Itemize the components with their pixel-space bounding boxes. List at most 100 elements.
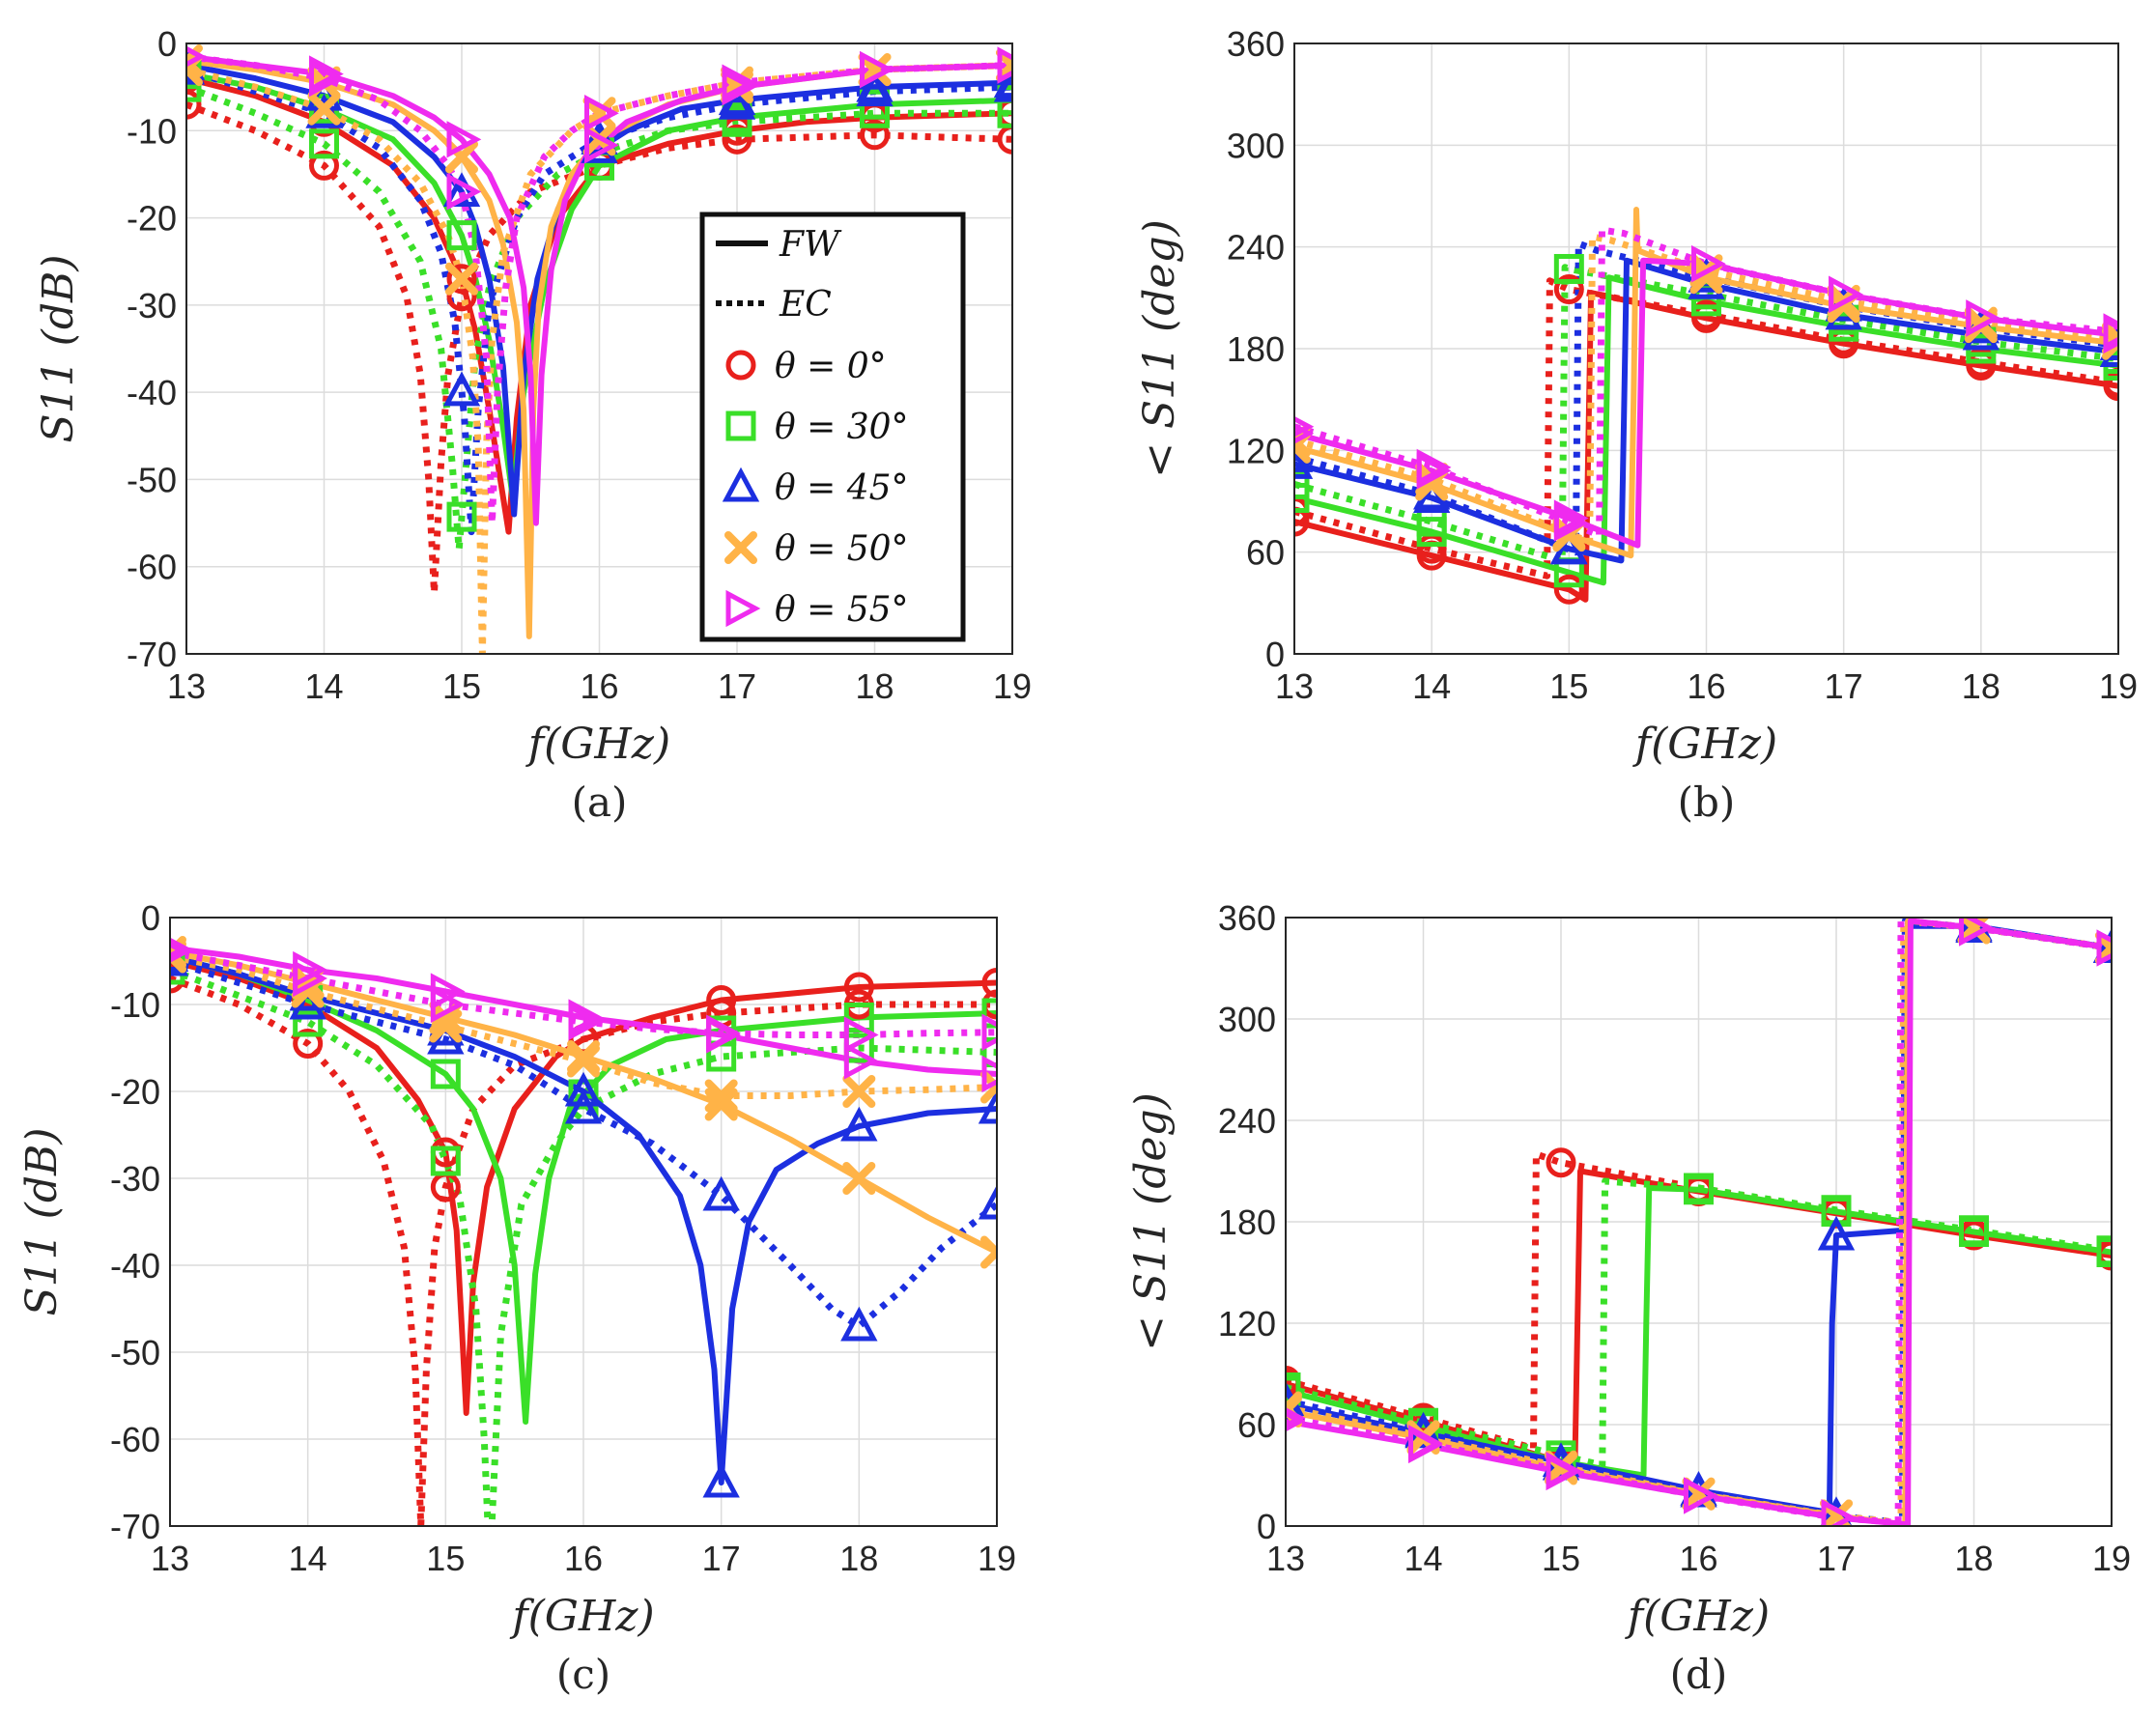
panel-caption: (c) — [556, 1651, 610, 1698]
data-point-50-dotted — [842, 1075, 876, 1108]
data-point-45-solid — [978, 1089, 997, 1124]
data-point-55-dotted — [860, 50, 894, 89]
data-point-45-dotted — [993, 67, 1012, 102]
panel-d: 13 14 15 16 17 18 19 360 300 240 180 120 60 0 f(GHz) < … — [1126, 898, 2131, 1698]
data-point-55-dotted — [430, 985, 466, 1024]
y-tick-label: 120 — [1218, 1304, 1276, 1343]
data-point-55-dotted — [706, 1014, 741, 1052]
series-line-0-dotted — [170, 975, 997, 1526]
data-point-50-solid — [842, 1162, 876, 1195]
legend-label: FW — [779, 225, 842, 265]
data-point-30-solid — [843, 1003, 874, 1032]
legend: FW EC θ = 0° θ = 30° θ = 45° θ = 50° θ = 55° — [699, 212, 966, 642]
data-point-55-dotted — [1829, 275, 1863, 313]
data-point-50-solid — [445, 140, 478, 174]
x-tick-label: 14 — [304, 666, 343, 706]
x-tick-label: 18 — [1962, 666, 2000, 706]
series-line-55-dotted — [186, 53, 1012, 527]
data-point-0-solid — [981, 968, 997, 998]
data-point-30-dotted — [1553, 253, 1584, 284]
data-point-55-dotted — [1553, 504, 1589, 542]
axes-frame — [1285, 917, 2113, 1527]
legend-marker-square — [725, 410, 756, 441]
data-point-0-dotted — [1553, 274, 1584, 305]
y-tick-label: 300 — [1218, 1000, 1276, 1039]
y-axis-label: < S11 (deg) — [1126, 1092, 1176, 1351]
legend-label: θ = 55° — [775, 590, 909, 630]
data-point-30-solid — [430, 1059, 461, 1089]
data-point-50-dotted — [980, 1070, 997, 1104]
series-line-55-solid — [186, 53, 1012, 526]
panel-caption: (a) — [572, 778, 628, 826]
y-tick-label: 60 — [1237, 1405, 1276, 1445]
data-point-55-dotted — [1966, 299, 2001, 337]
data-point-30-dotted — [430, 1145, 461, 1176]
series-line-50-dotted — [1294, 233, 2118, 546]
y-tick-label: -50 — [127, 460, 177, 499]
legend-marker-triangle-right — [725, 589, 761, 628]
x-tick-label: 15 — [1542, 1539, 1580, 1578]
data-point-50-dotted — [307, 92, 341, 126]
data-point-55-dotted — [1691, 245, 1726, 283]
data-point-50-dotted — [704, 1079, 738, 1113]
data-point-30-dotted — [981, 1037, 997, 1067]
series-line-45-solid — [186, 62, 1012, 518]
data-point-45-dotted — [442, 371, 481, 407]
data-point-50-dotted — [2095, 931, 2112, 965]
x-tick-label: 17 — [718, 666, 756, 706]
data-point-30-dotted — [1959, 1215, 1989, 1246]
data-point-0-dotted — [2103, 367, 2118, 398]
x-tick-label: 17 — [1825, 666, 1863, 706]
y-tick-label: -30 — [127, 286, 177, 325]
y-tick-label: 180 — [1227, 329, 1285, 369]
series-line-30-dotted — [1294, 264, 2118, 564]
data-point-50-dotted — [445, 262, 478, 296]
panel-a: 13 14 15 16 17 18 19 0 -10 -20 -30 -40 -50 -60 -70 f(GH… — [34, 24, 1032, 826]
y-tick-label: 0 — [1257, 1507, 1276, 1546]
x-axis-label: f(GHz) — [525, 720, 670, 769]
y-tick-label: 360 — [1227, 24, 1285, 64]
data-point-55-dotted — [981, 1013, 997, 1051]
x-axis-label: f(GHz) — [1625, 1592, 1770, 1641]
data-point-55-dotted — [722, 64, 757, 101]
data-point-0-dotted — [309, 150, 339, 181]
series-line-50-dotted — [186, 62, 1012, 654]
series-line-0-dotted — [1294, 277, 2118, 580]
y-tick-label: 300 — [1227, 126, 1285, 165]
x-axis-label: f(GHz) — [509, 1592, 654, 1641]
x-tick-label: 18 — [839, 1539, 878, 1578]
series-group — [170, 936, 997, 1526]
data-point-0-dotted — [722, 124, 752, 155]
legend-label: θ = 50° — [775, 529, 909, 569]
x-tick-label: 13 — [167, 666, 206, 706]
x-tick-label: 17 — [1817, 1539, 1856, 1578]
data-point-55-dotted — [293, 959, 327, 998]
data-point-50-solid — [980, 1235, 997, 1269]
data-point-0-dotted — [1546, 1147, 1576, 1178]
y-tick-label: -20 — [127, 199, 177, 239]
x-tick-label: 14 — [1404, 1539, 1442, 1578]
data-point-45-solid — [1294, 444, 1314, 479]
x-tick-label: 13 — [151, 1539, 189, 1578]
data-point-30-dotted — [186, 71, 202, 102]
legend-label: θ = 0° — [775, 347, 887, 386]
data-point-55-dotted — [1416, 448, 1452, 487]
data-point-45-dotted — [718, 84, 756, 120]
data-point-55-solid — [584, 127, 619, 164]
data-point-30-dotted — [446, 501, 477, 532]
x-tick-label: 15 — [442, 666, 481, 706]
data-point-30-dotted — [1684, 1173, 1714, 1203]
data-point-30-dotted — [1286, 1372, 1301, 1402]
x-tick-label: 13 — [1266, 1539, 1305, 1578]
y-tick-label: -10 — [110, 985, 160, 1025]
data-point-30-dotted — [309, 128, 339, 159]
series-line-0-solid — [170, 958, 997, 1416]
data-point-45-solid — [442, 172, 481, 207]
y-tick-label: -20 — [110, 1072, 160, 1112]
y-tick-label: -70 — [110, 1507, 160, 1546]
axes-frame — [185, 42, 1013, 655]
data-point-30-dotted — [722, 106, 752, 137]
data-point-45-solid — [840, 1106, 878, 1142]
y-tick-label: 180 — [1218, 1202, 1276, 1242]
